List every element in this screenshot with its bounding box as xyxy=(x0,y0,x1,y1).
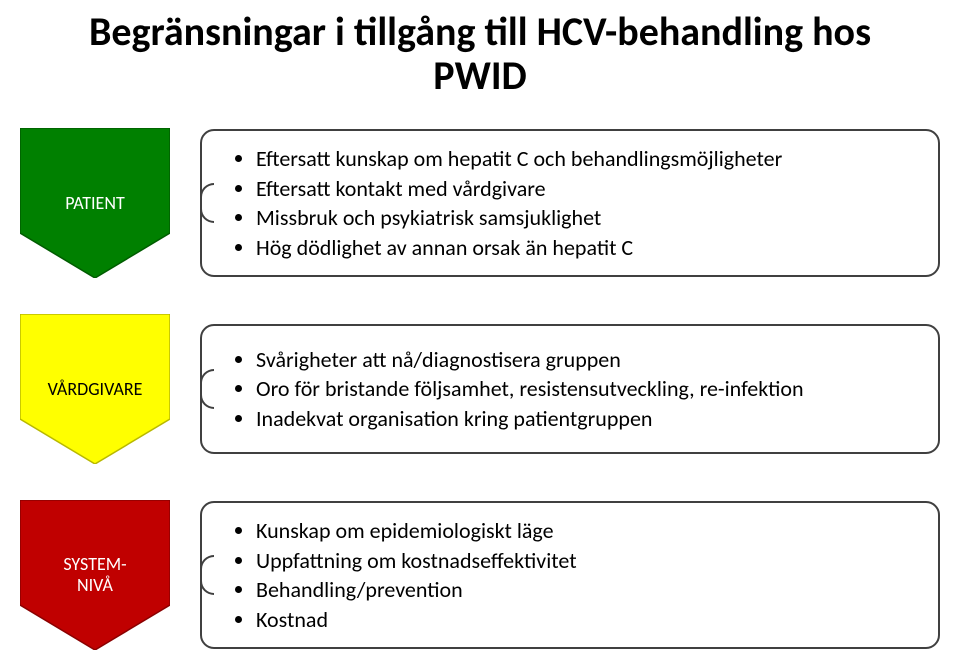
row-system: SYSTEM- NIVÅ Kunskap om epidemiologiskt … xyxy=(20,500,940,650)
bullet-item: Svårigheter att nå/diagnostisera gruppen xyxy=(256,346,804,374)
title-line-1: Begränsningar i tillgång till HCV-behand… xyxy=(89,7,871,56)
chevron-patient: PATIENT xyxy=(20,128,170,278)
chevron-vardgivare: VÅRDGIVARE xyxy=(20,314,170,464)
bullet-item: Missbruk och psykiatrisk samsjuklighet xyxy=(256,204,782,232)
bullet-item: Oro för bristande följsamhet, resistensu… xyxy=(256,375,804,403)
chevron-label-vardgivare: VÅRDGIVARE xyxy=(48,379,143,400)
callout-system: Kunskap om epidemiologiskt läge Uppfattn… xyxy=(200,501,940,649)
chevron-label-wrap: PATIENT xyxy=(20,128,170,278)
chevron-system: SYSTEM- NIVÅ xyxy=(20,500,170,650)
bullet-item: Kunskap om epidemiologiskt läge xyxy=(256,517,577,545)
bullet-item: Uppfattning om kostnadseffektivitet xyxy=(256,547,577,575)
slide-title: Begränsningar i tillgång till HCV-behand… xyxy=(20,10,940,98)
title-line-2: PWID xyxy=(433,51,526,100)
row-patient: PATIENT Eftersatt kunskap om hepatit C o… xyxy=(20,128,940,278)
bullet-list-system: Kunskap om epidemiologiskt läge Uppfattn… xyxy=(238,515,577,635)
chevron-label-system: SYSTEM- NIVÅ xyxy=(63,554,126,595)
chevron-label-patient: PATIENT xyxy=(65,193,124,214)
bullet-item: Eftersatt kontakt med vårdgivare xyxy=(256,175,782,203)
callout-patient: Eftersatt kunskap om hepatit C och behan… xyxy=(200,129,940,277)
bullet-item: Hög dödlighet av annan orsak än hepatit … xyxy=(256,234,782,262)
chevron-label-wrap: SYSTEM- NIVÅ xyxy=(20,500,170,650)
bullet-item: Behandling/prevention xyxy=(256,576,577,604)
bullet-list-vardgivare: Svårigheter att nå/diagnostisera gruppen… xyxy=(238,344,804,435)
bullet-list-patient: Eftersatt kunskap om hepatit C och behan… xyxy=(238,143,782,263)
bullet-item: Inadekvat organisation kring patientgrup… xyxy=(256,405,804,433)
bullet-item: Kostnad xyxy=(256,606,577,634)
callout-vardgivare: Svårigheter att nå/diagnostisera gruppen… xyxy=(200,324,940,454)
bullet-item: Eftersatt kunskap om hepatit C och behan… xyxy=(256,145,782,173)
row-vardgivare: VÅRDGIVARE Svårigheter att nå/diagnostis… xyxy=(20,314,940,464)
slide: Begränsningar i tillgång till HCV-behand… xyxy=(0,0,960,663)
chevron-label-wrap: VÅRDGIVARE xyxy=(20,314,170,464)
